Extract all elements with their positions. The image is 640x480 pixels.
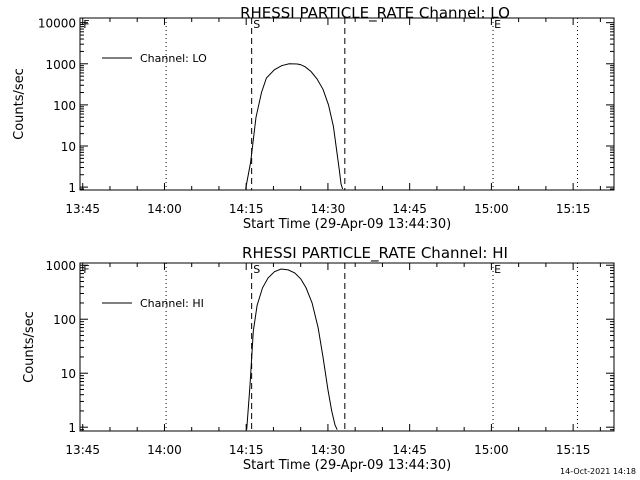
marker-label: E	[494, 18, 501, 31]
x-tick-label: 14:00	[147, 202, 182, 216]
x-tick-label: 14:15	[229, 443, 264, 457]
y-tick-label: 100	[53, 313, 76, 327]
y-tick-label: 1	[68, 421, 76, 435]
marker-label: S	[253, 18, 260, 31]
y-tick-label: 1000	[45, 259, 76, 273]
legend-entry: Channel: LO	[140, 52, 207, 65]
panel-1: RHESSI PARTICLE_RATE Channel: LO 13:45 14:…	[12, 4, 615, 232]
y-tick-label: 1	[68, 181, 76, 195]
x-axis-label: Start Time (29-Apr-09 13:44:30)	[243, 458, 451, 473]
x-tick-label: 14:45	[392, 202, 427, 216]
x-tick-label: 14:15	[229, 202, 264, 216]
plot-frame	[79, 262, 615, 432]
marker-label: F	[83, 263, 89, 276]
chart-title: RHESSI PARTICLE_RATE Channel: LO	[240, 4, 510, 23]
marker-label: E	[494, 263, 501, 276]
y-tick-label: 10	[61, 140, 76, 154]
y-tick-label: 100	[53, 99, 76, 113]
y-tick-label: 10	[61, 367, 76, 381]
marker-label: F	[83, 18, 89, 31]
x-axis-label: Start Time (29-Apr-09 13:44:30)	[243, 217, 451, 232]
series-line-1	[246, 268, 338, 430]
y-tick-label: 10000	[38, 17, 76, 31]
x-tick-label: 14:30	[311, 443, 346, 457]
x-tick-label: 14:00	[147, 443, 182, 457]
y-axis-label: Counts/sec	[12, 68, 27, 140]
legend-entry: Channel: HI	[140, 297, 204, 310]
x-tick-label: 15:00	[474, 202, 509, 216]
x-tick-label: 13:45	[65, 443, 100, 457]
x-tick-label: 15:15	[556, 443, 591, 457]
y-tick-label: 1000	[45, 58, 76, 72]
plot-frame	[79, 17, 615, 191]
series-line-1	[245, 63, 344, 190]
x-tick-label: 14:30	[311, 202, 346, 216]
chart-title: RHESSI PARTICLE_RATE Channel: HI	[242, 244, 508, 263]
x-tick-label: 14:45	[392, 443, 427, 457]
marker-label: S	[253, 263, 260, 276]
x-tick-label: 13:45	[65, 202, 100, 216]
x-tick-label: 15:00	[474, 443, 509, 457]
panel-2: RHESSI PARTICLE_RATE Channel: HI 13:45 14:…	[22, 244, 615, 473]
x-tick-label: 15:15	[556, 202, 591, 216]
footer-timestamp: 14-Oct-2021 14:18	[560, 467, 636, 476]
y-axis-label: Counts/sec	[22, 311, 37, 383]
